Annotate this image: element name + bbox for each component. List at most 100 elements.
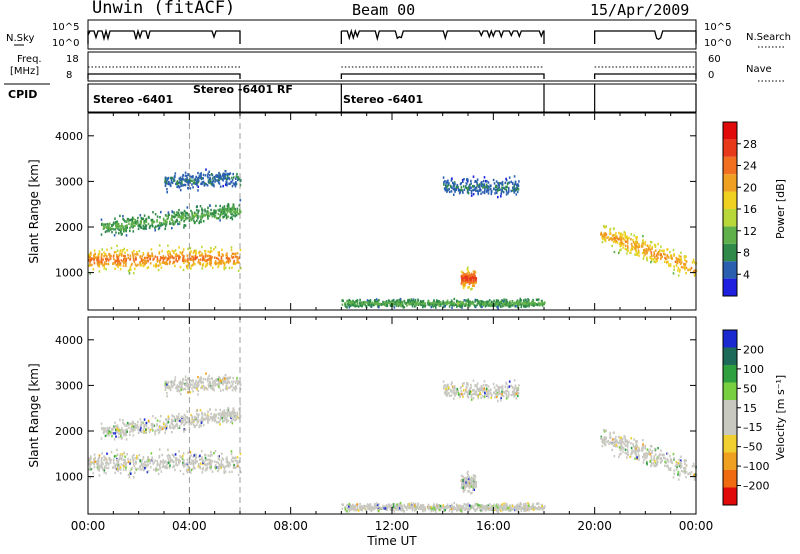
echo-pixel: [166, 217, 168, 221]
echo-pixel: [214, 381, 216, 384]
echo-pixel: [602, 224, 605, 228]
echo-pixel: [239, 452, 242, 456]
echo-pixel: [460, 282, 463, 285]
echo-pixel: [470, 179, 472, 183]
echo-pixel: [428, 505, 431, 509]
echo-pixel: [108, 253, 110, 256]
echo-pixel: [522, 302, 524, 305]
echo-pixel: [98, 263, 101, 266]
echo-pixel: [173, 454, 175, 457]
echo-pixel: [461, 178, 464, 182]
echo-pixel: [205, 372, 207, 375]
echo-pixel: [191, 415, 193, 418]
echo-pixel: [650, 257, 653, 260]
echo-pixel: [207, 211, 210, 215]
echo-pixel: [212, 416, 214, 419]
echo-pixel: [191, 175, 194, 178]
echo-pixel: [222, 465, 224, 469]
echo-pixel: [216, 379, 219, 383]
echo-pixel: [236, 261, 238, 264]
echo-pixel: [231, 389, 234, 392]
echo-pixel: [202, 264, 204, 267]
echo-pixel: [356, 507, 359, 510]
echo-pixel: [615, 240, 618, 243]
echo-pixel: [167, 217, 170, 220]
echo-pixel: [203, 417, 206, 420]
echo-pixel: [220, 463, 223, 467]
echo-pixel: [129, 423, 131, 426]
echo-pixel: [237, 464, 239, 468]
echo-pixel: [411, 303, 413, 307]
echo-pixel: [231, 179, 234, 182]
echo-pixel: [223, 177, 226, 180]
echo-pixel: [370, 508, 373, 511]
echo-pixel: [460, 305, 463, 309]
echo-pixel: [604, 234, 607, 237]
echo-pixel: [217, 265, 219, 269]
echo-pixel: [114, 217, 116, 220]
echo-pixel: [169, 220, 171, 224]
echo-pixel: [505, 503, 508, 506]
echo-pixel: [102, 223, 105, 226]
echo-pixel: [173, 216, 176, 219]
echo-pixel: [206, 414, 208, 417]
echo-pixel: [134, 457, 136, 460]
echo-pixel: [120, 259, 123, 262]
echo-pixel: [145, 224, 147, 227]
echo-pixel: [108, 430, 110, 433]
echo-pixel: [197, 465, 200, 468]
echo-pixel: [156, 419, 159, 422]
echo-pixel: [185, 264, 188, 268]
echo-pixel: [643, 249, 645, 252]
echo-pixel: [218, 171, 220, 175]
echo-pixel: [464, 503, 467, 506]
echo-pixel: [107, 463, 110, 466]
echo-pixel: [348, 298, 351, 302]
echo-pixel: [140, 218, 143, 221]
echo-pixel: [398, 506, 400, 509]
echo-pixel: [406, 505, 408, 509]
echo-pixel: [142, 428, 145, 432]
echo-pixel: [514, 506, 517, 509]
echo-pixel: [346, 300, 348, 303]
station-title: Unwin (fitACF): [92, 0, 236, 18]
echo-pixel: [522, 504, 525, 508]
echo-pixel: [106, 230, 108, 233]
echo-pixel: [163, 426, 166, 430]
echo-pixel: [457, 302, 459, 305]
echo-pixel: [236, 460, 238, 463]
echo-pixel: [192, 259, 195, 263]
echo-pixel: [185, 468, 188, 472]
echo-pixel: [177, 215, 180, 218]
echo-pixel: [450, 299, 453, 302]
echo-pixel: [208, 458, 210, 461]
echo-pixel: [129, 462, 131, 465]
echo-pixel: [210, 465, 212, 469]
echo-pixel: [356, 304, 359, 307]
echo-pixel: [462, 505, 464, 508]
echo-pixel: [503, 504, 505, 507]
echo-pixel: [188, 384, 190, 387]
echo-pixel: [614, 237, 617, 240]
echo-pixel: [176, 424, 178, 427]
echo-pixel: [529, 302, 532, 305]
echo-pixel: [104, 434, 107, 438]
echo-pixel: [513, 188, 515, 191]
echo-pixel: [360, 507, 363, 511]
echo-pixel: [210, 461, 212, 464]
echo-pixel: [178, 381, 181, 384]
echo-pixel: [89, 462, 91, 465]
echo-pixel: [127, 423, 130, 427]
echo-pixel: [402, 510, 405, 513]
echo-pixel: [509, 302, 511, 305]
echo-pixel: [209, 255, 212, 258]
echo-pixel: [147, 426, 150, 430]
echo-pixel: [213, 389, 215, 392]
echo-pixel: [516, 300, 518, 303]
echo-pixel: [236, 413, 239, 416]
echo-pixel: [223, 174, 225, 177]
echo-pixel: [177, 185, 180, 188]
echo-pixel: [96, 256, 99, 259]
echo-pixel: [198, 220, 201, 223]
echo-pixel: [201, 211, 204, 215]
